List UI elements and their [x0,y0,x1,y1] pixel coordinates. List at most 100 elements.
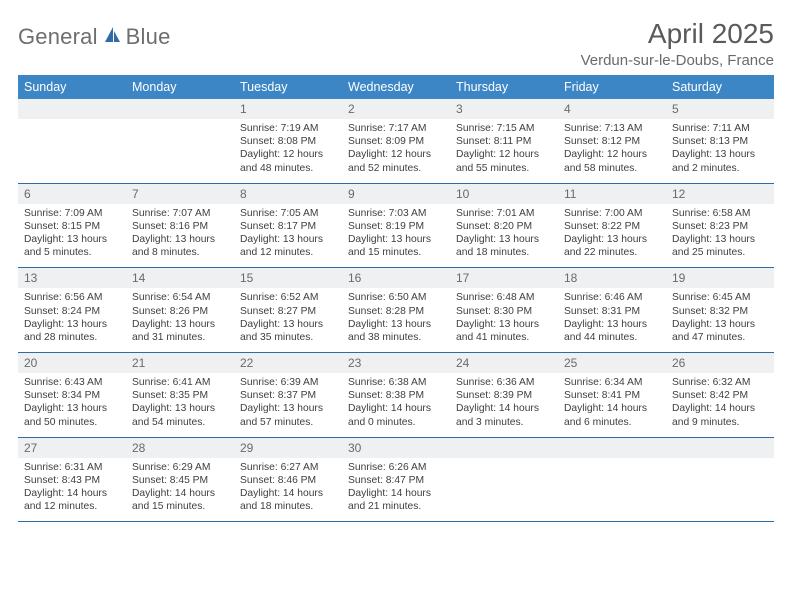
day-number-bar: 15 [234,268,342,288]
day-body: Sunrise: 6:38 AMSunset: 8:38 PMDaylight:… [342,373,450,437]
daylight-line: Daylight: 13 hours and 2 minutes. [672,148,768,174]
day-body: Sunrise: 6:34 AMSunset: 8:41 PMDaylight:… [558,373,666,437]
sunrise-line: Sunrise: 6:34 AM [564,376,660,389]
daylight-line: Daylight: 13 hours and 41 minutes. [456,318,552,344]
sunset-line: Sunset: 8:34 PM [24,389,120,402]
sunset-line: Sunset: 8:09 PM [348,135,444,148]
calendar-day-cell: 7Sunrise: 7:07 AMSunset: 8:16 PMDaylight… [126,183,234,268]
sunrise-line: Sunrise: 7:05 AM [240,207,336,220]
calendar-day-cell: 11Sunrise: 7:00 AMSunset: 8:22 PMDayligh… [558,183,666,268]
calendar-day-cell: 22Sunrise: 6:39 AMSunset: 8:37 PMDayligh… [234,353,342,438]
sunrise-line: Sunrise: 6:31 AM [24,461,120,474]
calendar-day-cell: 15Sunrise: 6:52 AMSunset: 8:27 PMDayligh… [234,268,342,353]
daylight-line: Daylight: 13 hours and 5 minutes. [24,233,120,259]
weekday-header: Tuesday [234,75,342,99]
daylight-line: Daylight: 14 hours and 0 minutes. [348,402,444,428]
sunrise-line: Sunrise: 6:50 AM [348,291,444,304]
calendar-day-cell: 12Sunrise: 6:58 AMSunset: 8:23 PMDayligh… [666,183,774,268]
brand-name-a: General [18,24,98,50]
day-body: Sunrise: 6:29 AMSunset: 8:45 PMDaylight:… [126,458,234,522]
day-body: Sunrise: 6:58 AMSunset: 8:23 PMDaylight:… [666,204,774,268]
sunrise-line: Sunrise: 6:26 AM [348,461,444,474]
calendar-page: General Blue April 2025 Verdun-sur-le-Do… [0,0,792,522]
day-body: Sunrise: 7:03 AMSunset: 8:19 PMDaylight:… [342,204,450,268]
sunset-line: Sunset: 8:22 PM [564,220,660,233]
day-body: Sunrise: 6:26 AMSunset: 8:47 PMDaylight:… [342,458,450,522]
day-number-bar: 3 [450,99,558,119]
day-number-bar: 16 [342,268,450,288]
sunset-line: Sunset: 8:41 PM [564,389,660,402]
day-number-bar: 5 [666,99,774,119]
day-number-bar: 8 [234,184,342,204]
day-number-bar: 4 [558,99,666,119]
day-body: Sunrise: 7:11 AMSunset: 8:13 PMDaylight:… [666,119,774,183]
day-number-bar: 9 [342,184,450,204]
sunset-line: Sunset: 8:47 PM [348,474,444,487]
sunrise-line: Sunrise: 7:17 AM [348,122,444,135]
day-number-bar: 21 [126,353,234,373]
calendar-day-cell: 18Sunrise: 6:46 AMSunset: 8:31 PMDayligh… [558,268,666,353]
day-number-bar [450,438,558,458]
calendar-day-cell: 26Sunrise: 6:32 AMSunset: 8:42 PMDayligh… [666,353,774,438]
location-label: Verdun-sur-le-Doubs, France [581,52,774,69]
sunset-line: Sunset: 8:35 PM [132,389,228,402]
day-number-bar [18,99,126,119]
calendar-day-cell: 1Sunrise: 7:19 AMSunset: 8:08 PMDaylight… [234,99,342,183]
calendar-day-cell [666,437,774,522]
sunset-line: Sunset: 8:19 PM [348,220,444,233]
sunrise-line: Sunrise: 6:39 AM [240,376,336,389]
day-body: Sunrise: 6:56 AMSunset: 8:24 PMDaylight:… [18,288,126,352]
day-number-bar: 30 [342,438,450,458]
daylight-line: Daylight: 14 hours and 12 minutes. [24,487,120,513]
day-number-bar: 6 [18,184,126,204]
day-number-bar: 14 [126,268,234,288]
day-body: Sunrise: 6:31 AMSunset: 8:43 PMDaylight:… [18,458,126,522]
day-number-bar: 2 [342,99,450,119]
calendar-day-cell: 4Sunrise: 7:13 AMSunset: 8:12 PMDaylight… [558,99,666,183]
daylight-line: Daylight: 13 hours and 15 minutes. [348,233,444,259]
sunset-line: Sunset: 8:15 PM [24,220,120,233]
sunrise-line: Sunrise: 7:19 AM [240,122,336,135]
daylight-line: Daylight: 12 hours and 48 minutes. [240,148,336,174]
calendar-day-cell: 14Sunrise: 6:54 AMSunset: 8:26 PMDayligh… [126,268,234,353]
day-number-bar: 12 [666,184,774,204]
sunset-line: Sunset: 8:13 PM [672,135,768,148]
calendar-day-cell: 20Sunrise: 6:43 AMSunset: 8:34 PMDayligh… [18,353,126,438]
daylight-line: Daylight: 13 hours and 8 minutes. [132,233,228,259]
day-body: Sunrise: 6:52 AMSunset: 8:27 PMDaylight:… [234,288,342,352]
daylight-line: Daylight: 13 hours and 28 minutes. [24,318,120,344]
daylight-line: Daylight: 13 hours and 31 minutes. [132,318,228,344]
sunset-line: Sunset: 8:32 PM [672,305,768,318]
calendar-day-cell: 16Sunrise: 6:50 AMSunset: 8:28 PMDayligh… [342,268,450,353]
day-body: Sunrise: 6:50 AMSunset: 8:28 PMDaylight:… [342,288,450,352]
sunset-line: Sunset: 8:31 PM [564,305,660,318]
day-number-bar: 26 [666,353,774,373]
day-number-bar: 27 [18,438,126,458]
daylight-line: Daylight: 14 hours and 3 minutes. [456,402,552,428]
calendar-day-cell: 5Sunrise: 7:11 AMSunset: 8:13 PMDaylight… [666,99,774,183]
day-body [18,119,126,175]
sunset-line: Sunset: 8:24 PM [24,305,120,318]
day-number-bar: 1 [234,99,342,119]
sail-icon [102,25,122,50]
day-number-bar: 24 [450,353,558,373]
calendar-day-cell: 28Sunrise: 6:29 AMSunset: 8:45 PMDayligh… [126,437,234,522]
sunset-line: Sunset: 8:43 PM [24,474,120,487]
sunrise-line: Sunrise: 7:11 AM [672,122,768,135]
calendar-day-cell [18,99,126,183]
calendar-day-cell: 21Sunrise: 6:41 AMSunset: 8:35 PMDayligh… [126,353,234,438]
day-body: Sunrise: 6:36 AMSunset: 8:39 PMDaylight:… [450,373,558,437]
calendar-day-cell: 10Sunrise: 7:01 AMSunset: 8:20 PMDayligh… [450,183,558,268]
sunrise-line: Sunrise: 7:13 AM [564,122,660,135]
daylight-line: Daylight: 13 hours and 25 minutes. [672,233,768,259]
sunset-line: Sunset: 8:30 PM [456,305,552,318]
sunrise-line: Sunrise: 6:48 AM [456,291,552,304]
sunset-line: Sunset: 8:39 PM [456,389,552,402]
calendar-day-cell: 2Sunrise: 7:17 AMSunset: 8:09 PMDaylight… [342,99,450,183]
weekday-header: Monday [126,75,234,99]
weekday-header-row: Sunday Monday Tuesday Wednesday Thursday… [18,75,774,99]
day-number-bar: 18 [558,268,666,288]
sunset-line: Sunset: 8:12 PM [564,135,660,148]
daylight-line: Daylight: 14 hours and 6 minutes. [564,402,660,428]
daylight-line: Daylight: 13 hours and 44 minutes. [564,318,660,344]
